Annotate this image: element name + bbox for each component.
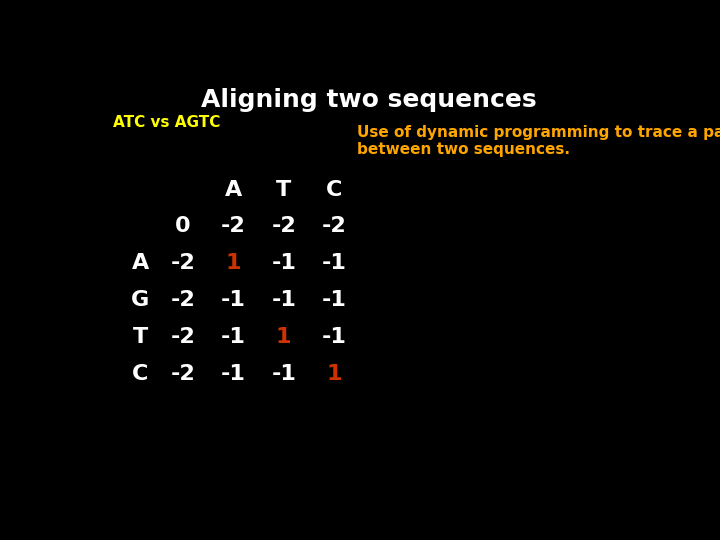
Text: -1: -1 [271, 364, 296, 384]
Text: Aligning two sequences: Aligning two sequences [201, 88, 537, 112]
Text: -1: -1 [271, 291, 296, 310]
Text: T: T [132, 327, 148, 347]
Text: -2: -2 [171, 291, 195, 310]
Text: -1: -1 [221, 327, 246, 347]
Text: -2: -2 [221, 217, 246, 237]
Text: C: C [326, 179, 342, 200]
Text: -1: -1 [322, 253, 346, 273]
Text: -2: -2 [271, 217, 296, 237]
Text: -1: -1 [322, 327, 346, 347]
Text: -2: -2 [171, 327, 195, 347]
Text: A: A [225, 179, 242, 200]
Text: 1: 1 [276, 327, 292, 347]
Text: -1: -1 [271, 253, 296, 273]
Text: 0: 0 [175, 217, 191, 237]
Text: -1: -1 [322, 291, 346, 310]
Text: Use of dynamic programming to trace a path
between two sequences.: Use of dynamic programming to trace a pa… [357, 125, 720, 157]
Text: -1: -1 [221, 291, 246, 310]
Text: T: T [276, 179, 292, 200]
Text: -2: -2 [171, 364, 195, 384]
Text: 1: 1 [326, 364, 342, 384]
Text: -2: -2 [171, 253, 195, 273]
Text: -1: -1 [221, 364, 246, 384]
Text: G: G [131, 291, 150, 310]
Text: C: C [132, 364, 148, 384]
Text: 1: 1 [225, 253, 241, 273]
Text: A: A [132, 253, 149, 273]
Text: -2: -2 [322, 217, 346, 237]
Text: ATC vs AGTC: ATC vs AGTC [113, 115, 220, 130]
